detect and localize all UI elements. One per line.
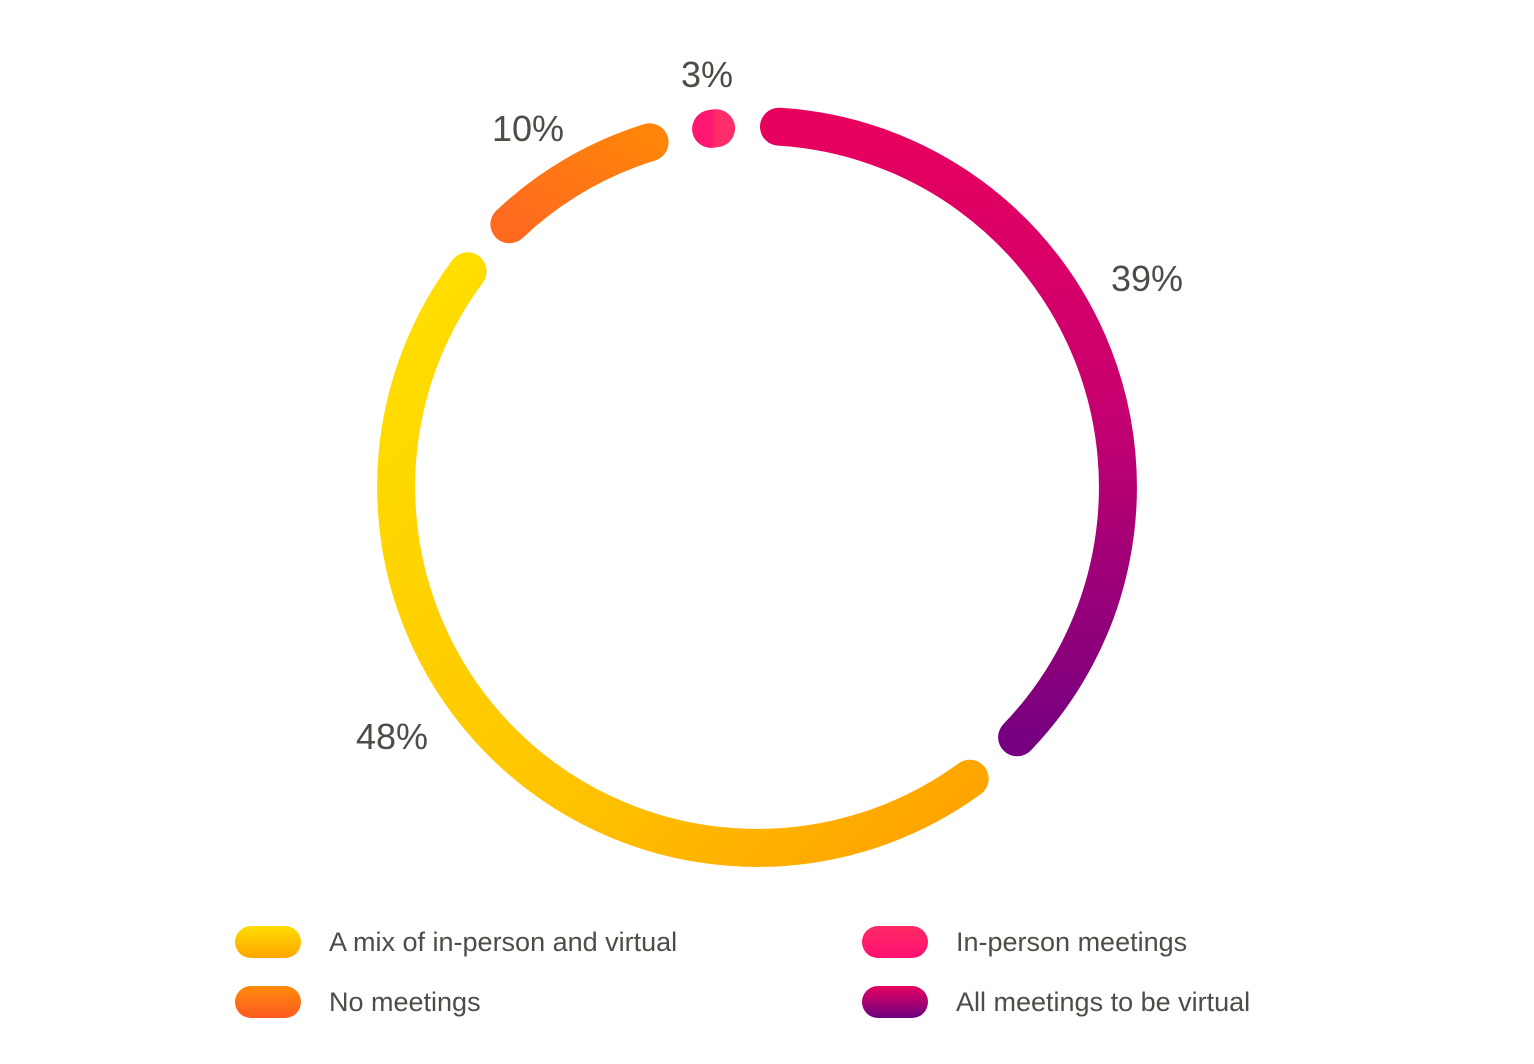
legend-item-no-meetings: No meetings xyxy=(235,982,481,1022)
legend-item-in-person: In-person meetings xyxy=(862,922,1187,962)
legend-swatch-mix xyxy=(235,926,301,958)
label-virtual-pct: 39% xyxy=(1111,258,1184,299)
legend-label: No meetings xyxy=(329,986,481,1017)
legend-swatch-all-virtual xyxy=(862,986,928,1018)
legend-swatch-in-person xyxy=(862,926,928,958)
legend-label: A mix of in-person and virtual xyxy=(329,926,678,957)
segment-all-virtual xyxy=(760,107,1137,757)
segment-mix xyxy=(377,252,989,867)
legend-label: In-person meetings xyxy=(956,926,1188,957)
label-no-meetings-pct: 10% xyxy=(492,108,565,149)
legend-item-all-virtual: All meetings to be virtual xyxy=(862,982,1250,1022)
label-mix-pct: 48% xyxy=(356,716,429,757)
label-in-person-pct: 3% xyxy=(681,54,734,95)
segment-in-person xyxy=(692,109,736,148)
legend-label: All meetings to be virtual xyxy=(956,986,1251,1017)
legend-item-mix: A mix of in-person and virtual xyxy=(235,922,677,962)
legend-swatch-no-meetings xyxy=(235,986,301,1018)
segment-no-meetings xyxy=(490,123,669,244)
